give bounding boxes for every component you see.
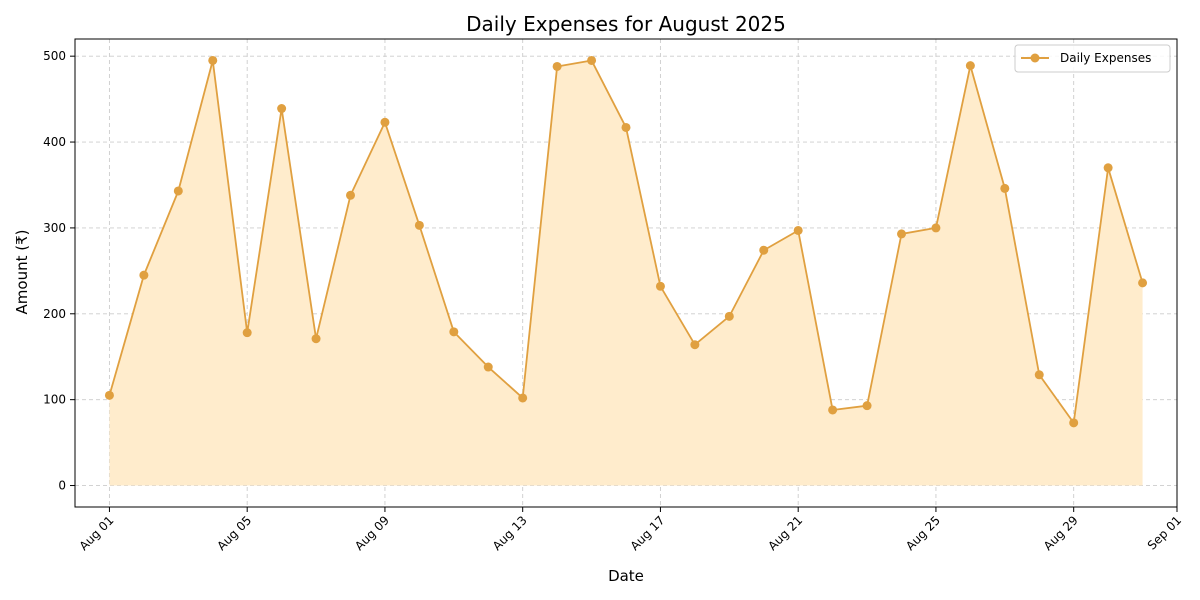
y-tick-label: 500 bbox=[43, 49, 66, 63]
data-point bbox=[552, 61, 562, 71]
data-point bbox=[1138, 278, 1148, 288]
data-point bbox=[139, 270, 149, 280]
data-point bbox=[1103, 163, 1113, 173]
y-axis-ticks: 0 100 200 300 400 500 bbox=[43, 49, 75, 493]
data-point bbox=[1000, 183, 1010, 193]
legend-marker-swatch bbox=[1030, 53, 1040, 63]
data-point bbox=[690, 340, 700, 350]
y-tick-label: 200 bbox=[43, 307, 66, 321]
data-point bbox=[828, 405, 838, 415]
data-point bbox=[242, 328, 252, 338]
plot-frame bbox=[74, 38, 1178, 508]
y-tick-label: 400 bbox=[43, 135, 66, 149]
data-point bbox=[655, 281, 665, 291]
data-point bbox=[965, 61, 975, 71]
x-axis-label: Date bbox=[608, 567, 644, 585]
data-point bbox=[862, 401, 872, 411]
data-point bbox=[518, 393, 528, 403]
legend-label: Daily Expenses bbox=[1060, 51, 1151, 65]
area-fill bbox=[109, 60, 1143, 486]
data-point bbox=[277, 104, 287, 114]
data-point bbox=[587, 55, 597, 65]
data-point bbox=[1034, 370, 1044, 380]
data-point bbox=[449, 327, 459, 337]
data-point bbox=[724, 311, 734, 321]
data-point bbox=[931, 223, 941, 233]
legend: Daily Expenses bbox=[1014, 44, 1171, 73]
data-point bbox=[897, 229, 906, 239]
data-point bbox=[173, 186, 183, 196]
data-point bbox=[380, 117, 390, 127]
area-layer bbox=[109, 60, 1143, 486]
data-point bbox=[311, 334, 321, 344]
y-tick-label: 300 bbox=[43, 221, 66, 235]
data-point bbox=[483, 362, 493, 372]
data-point bbox=[621, 122, 631, 132]
y-axis-label: Amount (₹) bbox=[13, 230, 31, 315]
data-point bbox=[1069, 418, 1079, 428]
y-tick-label: 0 bbox=[58, 479, 66, 493]
data-point bbox=[793, 225, 803, 235]
data-point bbox=[208, 55, 218, 65]
legend-box bbox=[1014, 44, 1171, 73]
y-tick-label: 100 bbox=[43, 393, 66, 407]
data-point bbox=[346, 190, 355, 200]
chart-title: Daily Expenses for August 2025 bbox=[466, 12, 786, 36]
data-point bbox=[414, 220, 424, 230]
points-layer bbox=[104, 55, 1148, 428]
data-point bbox=[759, 245, 769, 255]
data-point bbox=[104, 390, 114, 400]
